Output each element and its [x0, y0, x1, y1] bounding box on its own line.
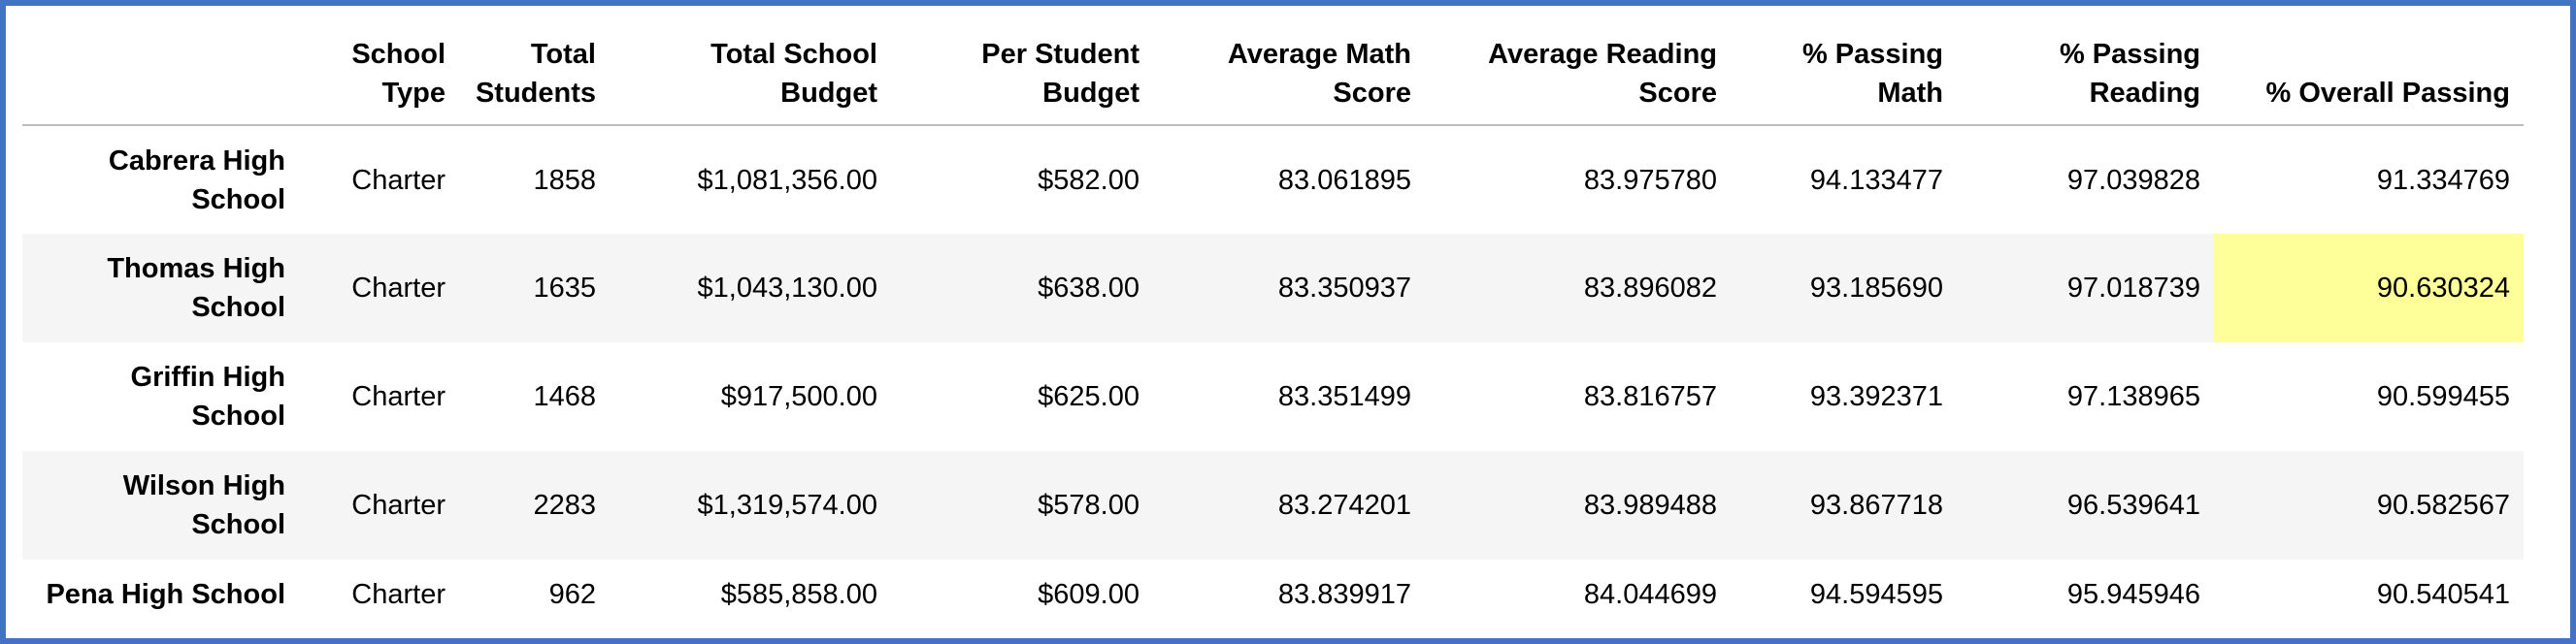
avg-reading-cell: 83.816757: [1583, 381, 1717, 412]
total-budget-cell: $585,858.00: [720, 579, 877, 610]
pct-overall-passing-cell: 90.599455: [2376, 381, 2510, 412]
pct-overall-passing-cell: 90.582567: [2376, 490, 2510, 521]
pct-overall-passing-cell: 90.540541: [2376, 579, 2510, 610]
table-row: Cabrera High School Charter 1858 $1,081,…: [22, 125, 2524, 234]
school-type-cell: Charter: [351, 273, 446, 304]
avg-math-cell: 83.839917: [1277, 579, 1411, 610]
total-budget-cell: $917,500.00: [720, 381, 877, 412]
column-header-total-school-budget: Total School Budget: [610, 21, 891, 126]
per-student-budget-cell: $638.00: [1038, 273, 1139, 304]
table-row: Griffin High School Charter 1468 $917,50…: [22, 342, 2524, 451]
pct-passing-reading-cell: 97.138965: [2066, 381, 2200, 412]
pct-passing-math-cell: 93.392371: [1809, 381, 1943, 412]
per-student-budget-cell: $625.00: [1038, 381, 1139, 412]
school-type-cell: Charter: [351, 490, 446, 521]
school-name: Pena High School: [46, 579, 285, 610]
avg-math-cell: 83.274201: [1277, 490, 1411, 521]
school-type-cell: Charter: [351, 164, 446, 196]
column-header-pct-passing-reading: % Passing Reading: [1957, 21, 2214, 126]
column-header-index: [22, 21, 299, 126]
pct-passing-reading-cell: 95.945946: [2066, 579, 2200, 610]
pct-passing-math-cell: 93.185690: [1809, 273, 1943, 304]
header-row: School Type Total Students Total School …: [22, 21, 2524, 126]
total-students-cell: 1858: [533, 164, 596, 196]
pct-overall-passing-cell-highlighted: 90.630324: [2214, 234, 2524, 342]
total-budget-cell: $1,319,574.00: [697, 490, 877, 521]
table-row: Thomas High School Charter 1635 $1,043,1…: [22, 234, 2524, 342]
avg-reading-cell: 83.896082: [1583, 273, 1717, 304]
total-students-cell: 1635: [533, 273, 596, 304]
per-student-budget-cell: $578.00: [1038, 490, 1139, 521]
pct-overall-passing-cell: 91.334769: [2376, 164, 2510, 196]
column-header-average-reading-score: Average Reading Score: [1425, 21, 1731, 126]
pct-passing-math-cell: 94.133477: [1809, 164, 1943, 196]
avg-math-cell: 83.351499: [1277, 381, 1411, 412]
total-budget-cell: $1,043,130.00: [697, 273, 877, 304]
school-name: Wilson High School: [122, 470, 285, 540]
pct-passing-reading-cell: 97.018739: [2066, 273, 2200, 304]
per-student-budget-cell: $582.00: [1038, 164, 1139, 196]
total-budget-cell: $1,081,356.00: [697, 164, 877, 196]
table-row: Pena High School Charter 962 $585,858.00…: [22, 560, 2524, 629]
column-header-school-type: School Type: [299, 21, 459, 126]
avg-reading-cell: 84.044699: [1583, 579, 1717, 610]
school-name: Thomas High School: [107, 253, 285, 323]
school-name: Griffin High School: [130, 362, 285, 432]
avg-math-cell: 83.350937: [1277, 273, 1411, 304]
school-summary-table: School Type Total Students Total School …: [22, 21, 2524, 629]
school-type-cell: Charter: [351, 381, 446, 412]
avg-math-cell: 83.061895: [1277, 164, 1411, 196]
pct-passing-math-cell: 93.867718: [1809, 490, 1943, 521]
total-students-cell: 1468: [533, 381, 596, 412]
avg-reading-cell: 83.975780: [1583, 164, 1717, 196]
total-students-cell: 2283: [533, 490, 596, 521]
pct-passing-reading-cell: 97.039828: [2066, 164, 2200, 196]
school-name: Cabrera High School: [108, 145, 285, 215]
per-student-budget-cell: $609.00: [1038, 579, 1139, 610]
column-header-per-student-budget: Per Student Budget: [891, 21, 1153, 126]
column-header-pct-overall-passing: % Overall Passing: [2214, 21, 2524, 126]
column-header-total-students: Total Students: [459, 21, 610, 126]
column-header-pct-passing-math: % Passing Math: [1731, 21, 1957, 126]
pct-passing-math-cell: 94.594595: [1809, 579, 1943, 610]
table-row: Wilson High School Charter 2283 $1,319,5…: [22, 451, 2524, 560]
pct-passing-reading-cell: 96.539641: [2066, 490, 2200, 521]
avg-reading-cell: 83.989488: [1583, 490, 1717, 521]
column-header-average-math-score: Average Math Score: [1153, 21, 1425, 126]
total-students-cell: 962: [548, 579, 596, 610]
school-type-cell: Charter: [351, 579, 446, 610]
